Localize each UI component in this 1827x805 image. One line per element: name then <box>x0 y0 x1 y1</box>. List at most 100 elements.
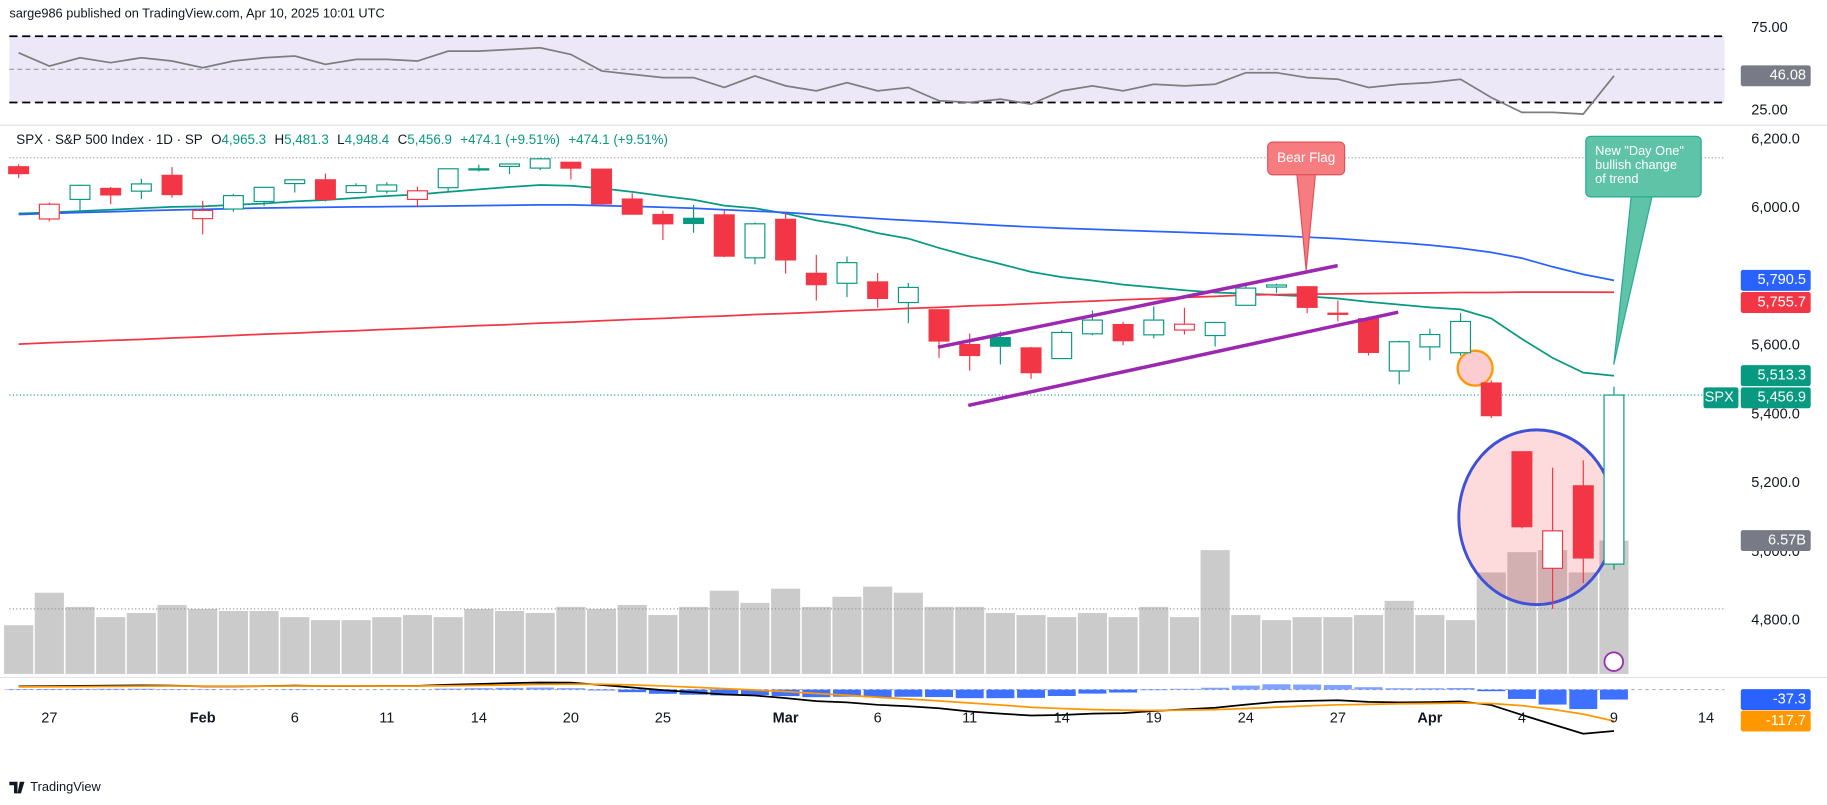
candle-body <box>1081 319 1103 335</box>
volume-bar <box>34 592 64 674</box>
x-tick-label: 27 <box>41 711 57 727</box>
x-tick-label: 25 <box>655 711 671 727</box>
macd-histogram-bar <box>1201 687 1230 690</box>
rsi-tick-label: 25.00 <box>1751 103 1787 119</box>
candle-body <box>1235 287 1257 306</box>
macd-histogram-bar <box>986 689 1015 699</box>
volume-bar <box>771 588 801 674</box>
macd-histogram-bar <box>66 688 94 690</box>
candle-body <box>100 187 122 196</box>
volume-bar <box>832 596 862 674</box>
volume-bar <box>1353 615 1384 674</box>
event-icon[interactable] <box>1603 651 1624 672</box>
candle-body <box>1419 333 1441 348</box>
candle-body <box>468 168 490 171</box>
volume-bar <box>157 604 187 674</box>
legend: SPX · S&P 500 Index · 1D · SP O4,965.3 H… <box>16 131 668 146</box>
candle-body <box>222 195 244 210</box>
volume-layer <box>4 540 1629 674</box>
legend-key: O <box>211 131 221 146</box>
candle-body <box>1020 347 1042 374</box>
candle-body <box>161 174 183 196</box>
candle-body <box>1603 394 1625 565</box>
volume-bar <box>218 611 248 674</box>
candle-body <box>652 213 674 225</box>
macd-histogram-bar <box>434 688 463 690</box>
volume-bar <box>1292 617 1322 674</box>
macd-histogram-bar <box>1385 688 1414 690</box>
callout-pointer <box>1296 172 1317 271</box>
candle-body <box>130 183 152 192</box>
volume-bar <box>1077 613 1107 674</box>
candle-body <box>1173 323 1195 331</box>
macd-histogram-bar <box>648 689 677 694</box>
candle-body <box>560 161 582 169</box>
macd-histogram-bar <box>955 689 984 699</box>
volume-bar <box>249 611 279 674</box>
candle-body <box>713 214 735 257</box>
ma-last-label: 5,513.3 <box>1757 368 1806 384</box>
candle-body <box>1542 530 1564 569</box>
highlight-circle <box>1456 349 1494 387</box>
macd-histogram-bar <box>4 689 33 690</box>
candle-body <box>253 186 275 203</box>
legend-value: 5,481.3 <box>284 131 329 146</box>
candle-body <box>867 281 889 299</box>
volume-bar <box>1507 552 1537 674</box>
macd-histogram-bar <box>1231 685 1260 690</box>
candle-body <box>314 179 336 200</box>
trend-line <box>967 310 1399 408</box>
macd-histogram-bar <box>1354 687 1383 690</box>
macd-histogram-bar <box>1170 688 1199 690</box>
macd-histogram-bar <box>35 688 64 690</box>
legend-title: SPX · S&P 500 Index · 1D · SP <box>16 131 202 146</box>
x-tick-label: Apr <box>1417 711 1442 727</box>
candle-body <box>1572 485 1594 559</box>
callout-pointer <box>1613 195 1653 365</box>
candle-body <box>836 262 858 284</box>
x-tick-label: 6 <box>291 711 299 727</box>
volume-bar <box>1384 600 1414 674</box>
moving-average <box>18 184 1615 377</box>
volume-bar <box>985 613 1015 674</box>
candle-body <box>529 158 551 169</box>
y-tick-label: 6,000.0 <box>1751 200 1800 216</box>
candle-body <box>8 166 30 175</box>
volume-bar <box>96 617 126 674</box>
last-price-label-bg <box>1740 387 1811 409</box>
macd-pane: -37.3 -117.7 <box>4 681 1811 735</box>
candle-body <box>192 209 214 220</box>
header: sarge986 published on TradingView.com, A… <box>9 5 384 20</box>
candle-body <box>499 163 520 167</box>
candle-body <box>989 337 1011 347</box>
legend-key: L <box>337 131 344 146</box>
macd-histogram-bar <box>1599 689 1628 700</box>
candle-body <box>1143 319 1165 336</box>
volume-bar <box>1108 617 1138 674</box>
ma-last-label-bg <box>1740 269 1811 291</box>
volume-bar <box>1323 617 1353 674</box>
signal-line <box>18 683 1615 722</box>
legend-key: H <box>274 131 284 146</box>
macd-hist-last-label-bg <box>1740 689 1811 711</box>
callout-text: New "Day One" <box>1595 143 1684 158</box>
volume-bar <box>740 602 770 674</box>
volume-bar <box>709 590 739 674</box>
x-tick-label: 14 <box>1698 711 1714 727</box>
macd-histogram-bar <box>1047 689 1076 697</box>
macd-histogram-bar <box>96 688 125 690</box>
volume-bar <box>1231 615 1261 674</box>
macd-histogram-bar <box>526 687 555 690</box>
x-tick-label: Mar <box>773 711 799 727</box>
macd-histogram-bar <box>1017 689 1046 698</box>
x-tick-label: 24 <box>1238 711 1254 727</box>
moving-average <box>18 291 1615 346</box>
trend-line <box>937 263 1338 349</box>
volume-bar <box>1445 620 1476 674</box>
volume-bar <box>648 615 678 674</box>
macd-hist-last-label: -37.3 <box>1773 691 1806 707</box>
volume-bar <box>924 606 954 674</box>
legend-change: +474.1 (+9.51%) <box>568 131 668 146</box>
candle-body <box>406 190 428 200</box>
